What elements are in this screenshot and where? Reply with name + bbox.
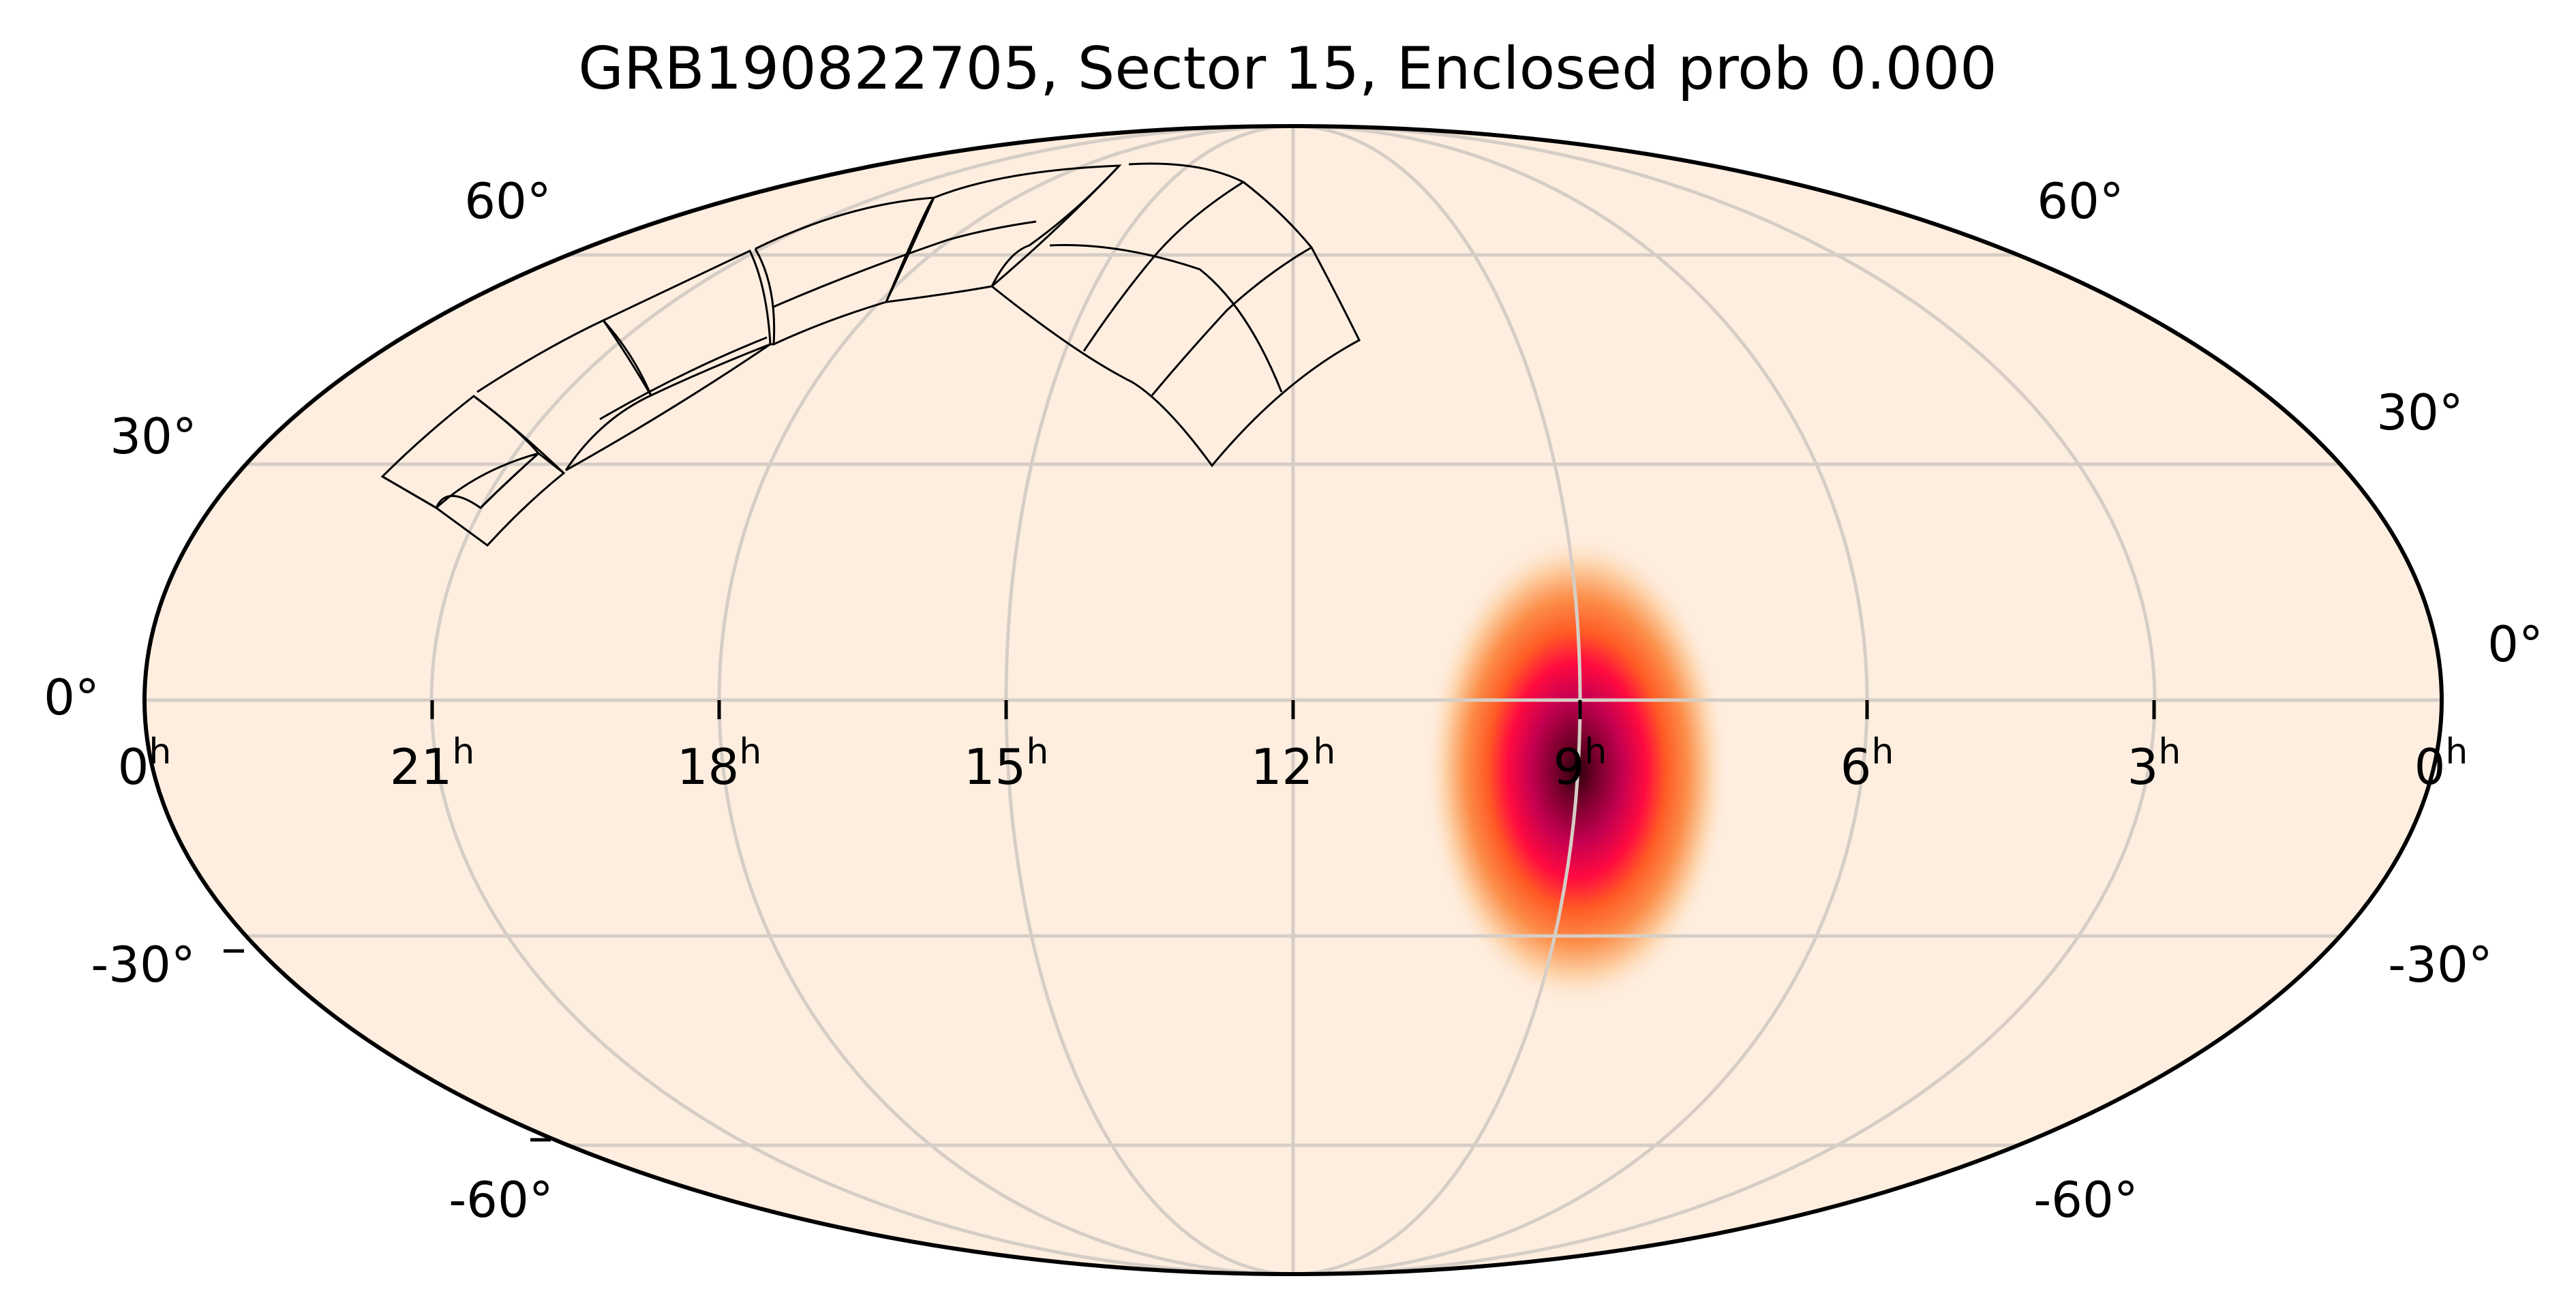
ra-label: 18h xyxy=(677,731,762,796)
ccd-tile xyxy=(885,244,1030,303)
ccd-tile xyxy=(1049,243,1283,393)
dec-label: -60° xyxy=(2033,1171,2138,1228)
dec-labels-left: 60° 30° 0° -30° -60° xyxy=(44,172,554,1228)
ccd-tile xyxy=(435,452,539,509)
ccd-tile xyxy=(476,319,653,471)
map-frame xyxy=(142,124,2444,1276)
tess-footprint xyxy=(380,162,1361,547)
ccd-tile xyxy=(933,164,1122,247)
ccd-tile xyxy=(991,164,1121,288)
ccd-tile xyxy=(601,250,772,397)
dec-label: 60° xyxy=(464,172,551,230)
dec-labels-right: 60° 30° 0° -30° -60° xyxy=(2033,172,2543,1228)
ra-label: 6h xyxy=(1840,731,1894,796)
dec-label: 30° xyxy=(110,408,197,465)
dec-label: 60° xyxy=(2037,172,2124,230)
ccd-tile xyxy=(380,395,541,510)
dec-label: -30° xyxy=(2388,936,2493,993)
ra-label: 15h xyxy=(964,731,1049,796)
ra-label: 21h xyxy=(390,731,475,796)
ccd-tile xyxy=(1151,246,1312,396)
ra-label: 12h xyxy=(1251,731,1336,796)
ra-label: 3h xyxy=(2127,731,2181,796)
ra-ticks xyxy=(430,700,2156,719)
ra-label: 0h xyxy=(118,731,172,796)
ra-label: 9h xyxy=(1554,731,1607,796)
ccd-tile xyxy=(754,248,776,346)
ccd-tile xyxy=(773,220,1037,308)
ccd-tile xyxy=(1082,181,1244,352)
dec-label: -60° xyxy=(449,1171,554,1228)
chart-title: GRB190822705, Sector 15, Enclosed prob 0… xyxy=(578,35,1997,103)
dec-label: 30° xyxy=(2376,384,2464,441)
ccd-tile xyxy=(991,162,1361,468)
ccd-tile xyxy=(382,452,566,547)
ccd-tile xyxy=(755,196,936,346)
ccd-tile xyxy=(473,395,565,474)
ra-label: 0h xyxy=(2414,731,2468,796)
ra-labels: 0h 21h 18h 15h 12h 9h 6h 3h 0h xyxy=(118,731,2468,796)
dec-label: 0° xyxy=(2487,616,2543,673)
ccd-tile xyxy=(565,343,771,472)
dec-label: 0° xyxy=(44,669,100,726)
dec-ticks xyxy=(224,949,551,1142)
ccd-tile xyxy=(885,196,935,303)
ccd-tile xyxy=(599,336,768,421)
dec-label: -30° xyxy=(91,936,196,993)
